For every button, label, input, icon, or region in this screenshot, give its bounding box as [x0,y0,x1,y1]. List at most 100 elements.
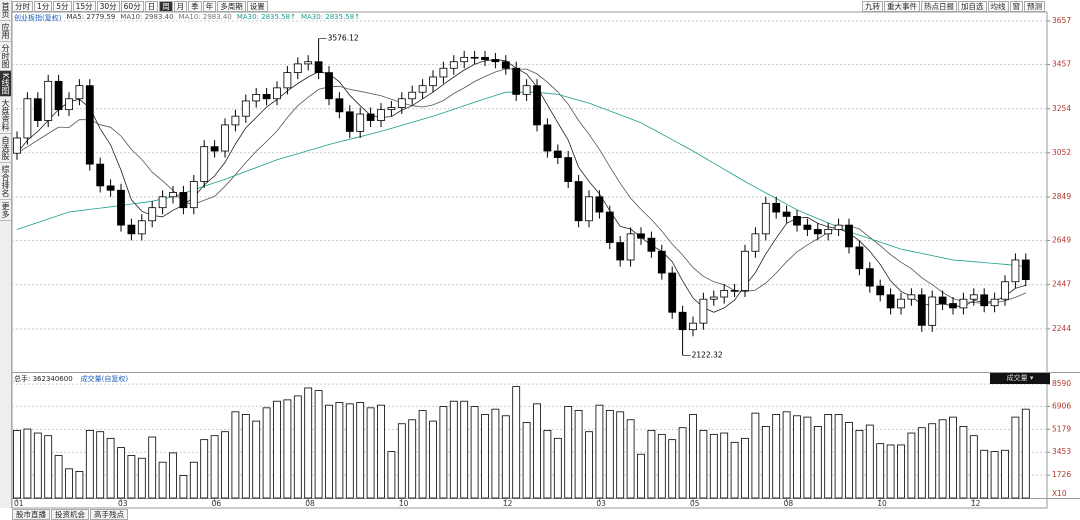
volume-bar [917,427,926,499]
sidebar-tab[interactable]: 应用 [0,21,11,42]
legend-entry: MA30: 2835.58↑ [300,13,361,21]
x-tick-label: 03 [596,499,606,508]
tool-button[interactable]: 加自选 [958,0,987,12]
volume-bar [803,416,812,499]
candle-body [564,157,573,182]
volume-bar [44,435,53,499]
candle-body [730,290,739,292]
volume-bar [293,395,302,499]
volume-bar [75,471,84,499]
candle-body [54,80,63,111]
volume-bar [605,410,614,499]
period-button[interactable]: 月 [173,0,188,12]
volume-bar [897,444,905,499]
sidebar-tab[interactable]: 大盘资料 [0,97,11,135]
volume-bar [356,402,365,499]
tool-button[interactable]: 窗 [1009,0,1023,12]
volume-bar [137,457,146,499]
volume-bar [585,431,593,499]
candle-body [813,229,822,235]
volume-bar [439,406,448,499]
candle-body [751,233,760,252]
volume-bar [460,400,469,499]
period-button[interactable]: 30分 [96,0,120,12]
sidebar: 首页 应用 分时图 K线图 大盘资料 自选股 综合排名 更多 [0,0,12,508]
volume-bar [169,452,177,499]
candle-body [709,296,718,300]
legend-entry: MA30: 2835.58↑ [236,13,296,21]
candle-body [252,93,261,102]
volume-bar [449,400,458,499]
period-button[interactable]: 季 [188,0,202,12]
candle-body [397,98,406,108]
sidebar-tab[interactable]: 更多 [0,200,11,222]
volume-bar [54,455,63,499]
period-button[interactable]: 周 [159,0,173,12]
period-button[interactable]: 多周期 [217,0,246,12]
tool-button[interactable]: 九转 [862,0,883,12]
volume-bar [231,411,240,499]
sidebar-tab[interactable]: 首页 [0,0,11,21]
period-button[interactable]: 分时 [12,0,33,12]
bottom-tab[interactable]: 股市直播 [12,509,50,520]
bottom-tab[interactable]: 投资机会 [51,509,89,520]
y-tick-label: 5179 [1052,424,1071,433]
x-tick-label: 01 [14,499,24,508]
candle-body [127,224,136,235]
period-button[interactable]: 60分 [120,0,144,12]
candle-body [637,233,645,239]
volume-bar [408,419,417,499]
candle-body [75,85,84,100]
candle-body [876,285,885,296]
candle-body [33,98,42,121]
tool-button[interactable]: 预测 [1024,0,1045,12]
volume-bar [907,432,916,499]
legend-entry: MA10: 2983.40 [120,13,174,21]
period-button[interactable]: 日 [144,0,159,12]
tool-button[interactable]: 热点日报 [921,0,957,12]
period-button[interactable]: 年 [202,0,217,12]
sidebar-tab[interactable]: 自选股 [0,134,11,164]
y-tick-label: 6906 [1052,401,1071,410]
volume-bar [689,414,697,499]
volume-bar [179,475,188,499]
volume-bar [241,414,250,499]
volume-bar [772,414,781,499]
bottom-tab[interactable]: 高手残点 [90,509,128,520]
candle-body [293,63,302,74]
volume-bar [189,461,198,499]
sidebar-tab[interactable]: 综合排名 [0,163,11,201]
candle-body [980,294,989,307]
period-button[interactable]: 1分 [34,0,53,12]
period-button[interactable]: 5分 [53,0,72,12]
y-tick-label: 3052 [1052,148,1071,157]
candle-body [273,87,281,100]
candle-body [782,211,791,217]
volume-bar [959,425,968,499]
candle-body [481,56,489,60]
annotation: 3576.12 [328,34,359,43]
volume-bar [345,403,354,499]
volume-bar [730,441,739,499]
x-tick-label: 12 [503,499,513,508]
period-button[interactable]: 15分 [72,0,96,12]
volume-selector[interactable]: 成交量 ▾ [990,373,1050,384]
tool-button[interactable]: 均线 [987,0,1009,12]
candle-body [803,224,812,230]
y-tick-label: 3657 [1052,16,1071,25]
candle-body [439,67,448,78]
legend: 创业板指(复权) MA5: 2779.59 MA10: 2983.40 MA10: 2… [14,13,360,23]
candle-body [117,189,125,226]
volume-bar [501,415,510,499]
volume-bar [33,432,42,499]
volume-bar [647,429,656,499]
volume-bar [709,433,718,499]
candle-body [210,146,219,152]
sidebar-tab[interactable]: 分时图 [0,42,11,71]
candle-body [886,294,895,309]
tool-button[interactable]: 重大事件 [884,0,920,12]
period-button[interactable]: 设置 [246,0,268,12]
volume-bar [574,410,583,499]
sidebar-tab[interactable]: K线图 [0,71,11,98]
